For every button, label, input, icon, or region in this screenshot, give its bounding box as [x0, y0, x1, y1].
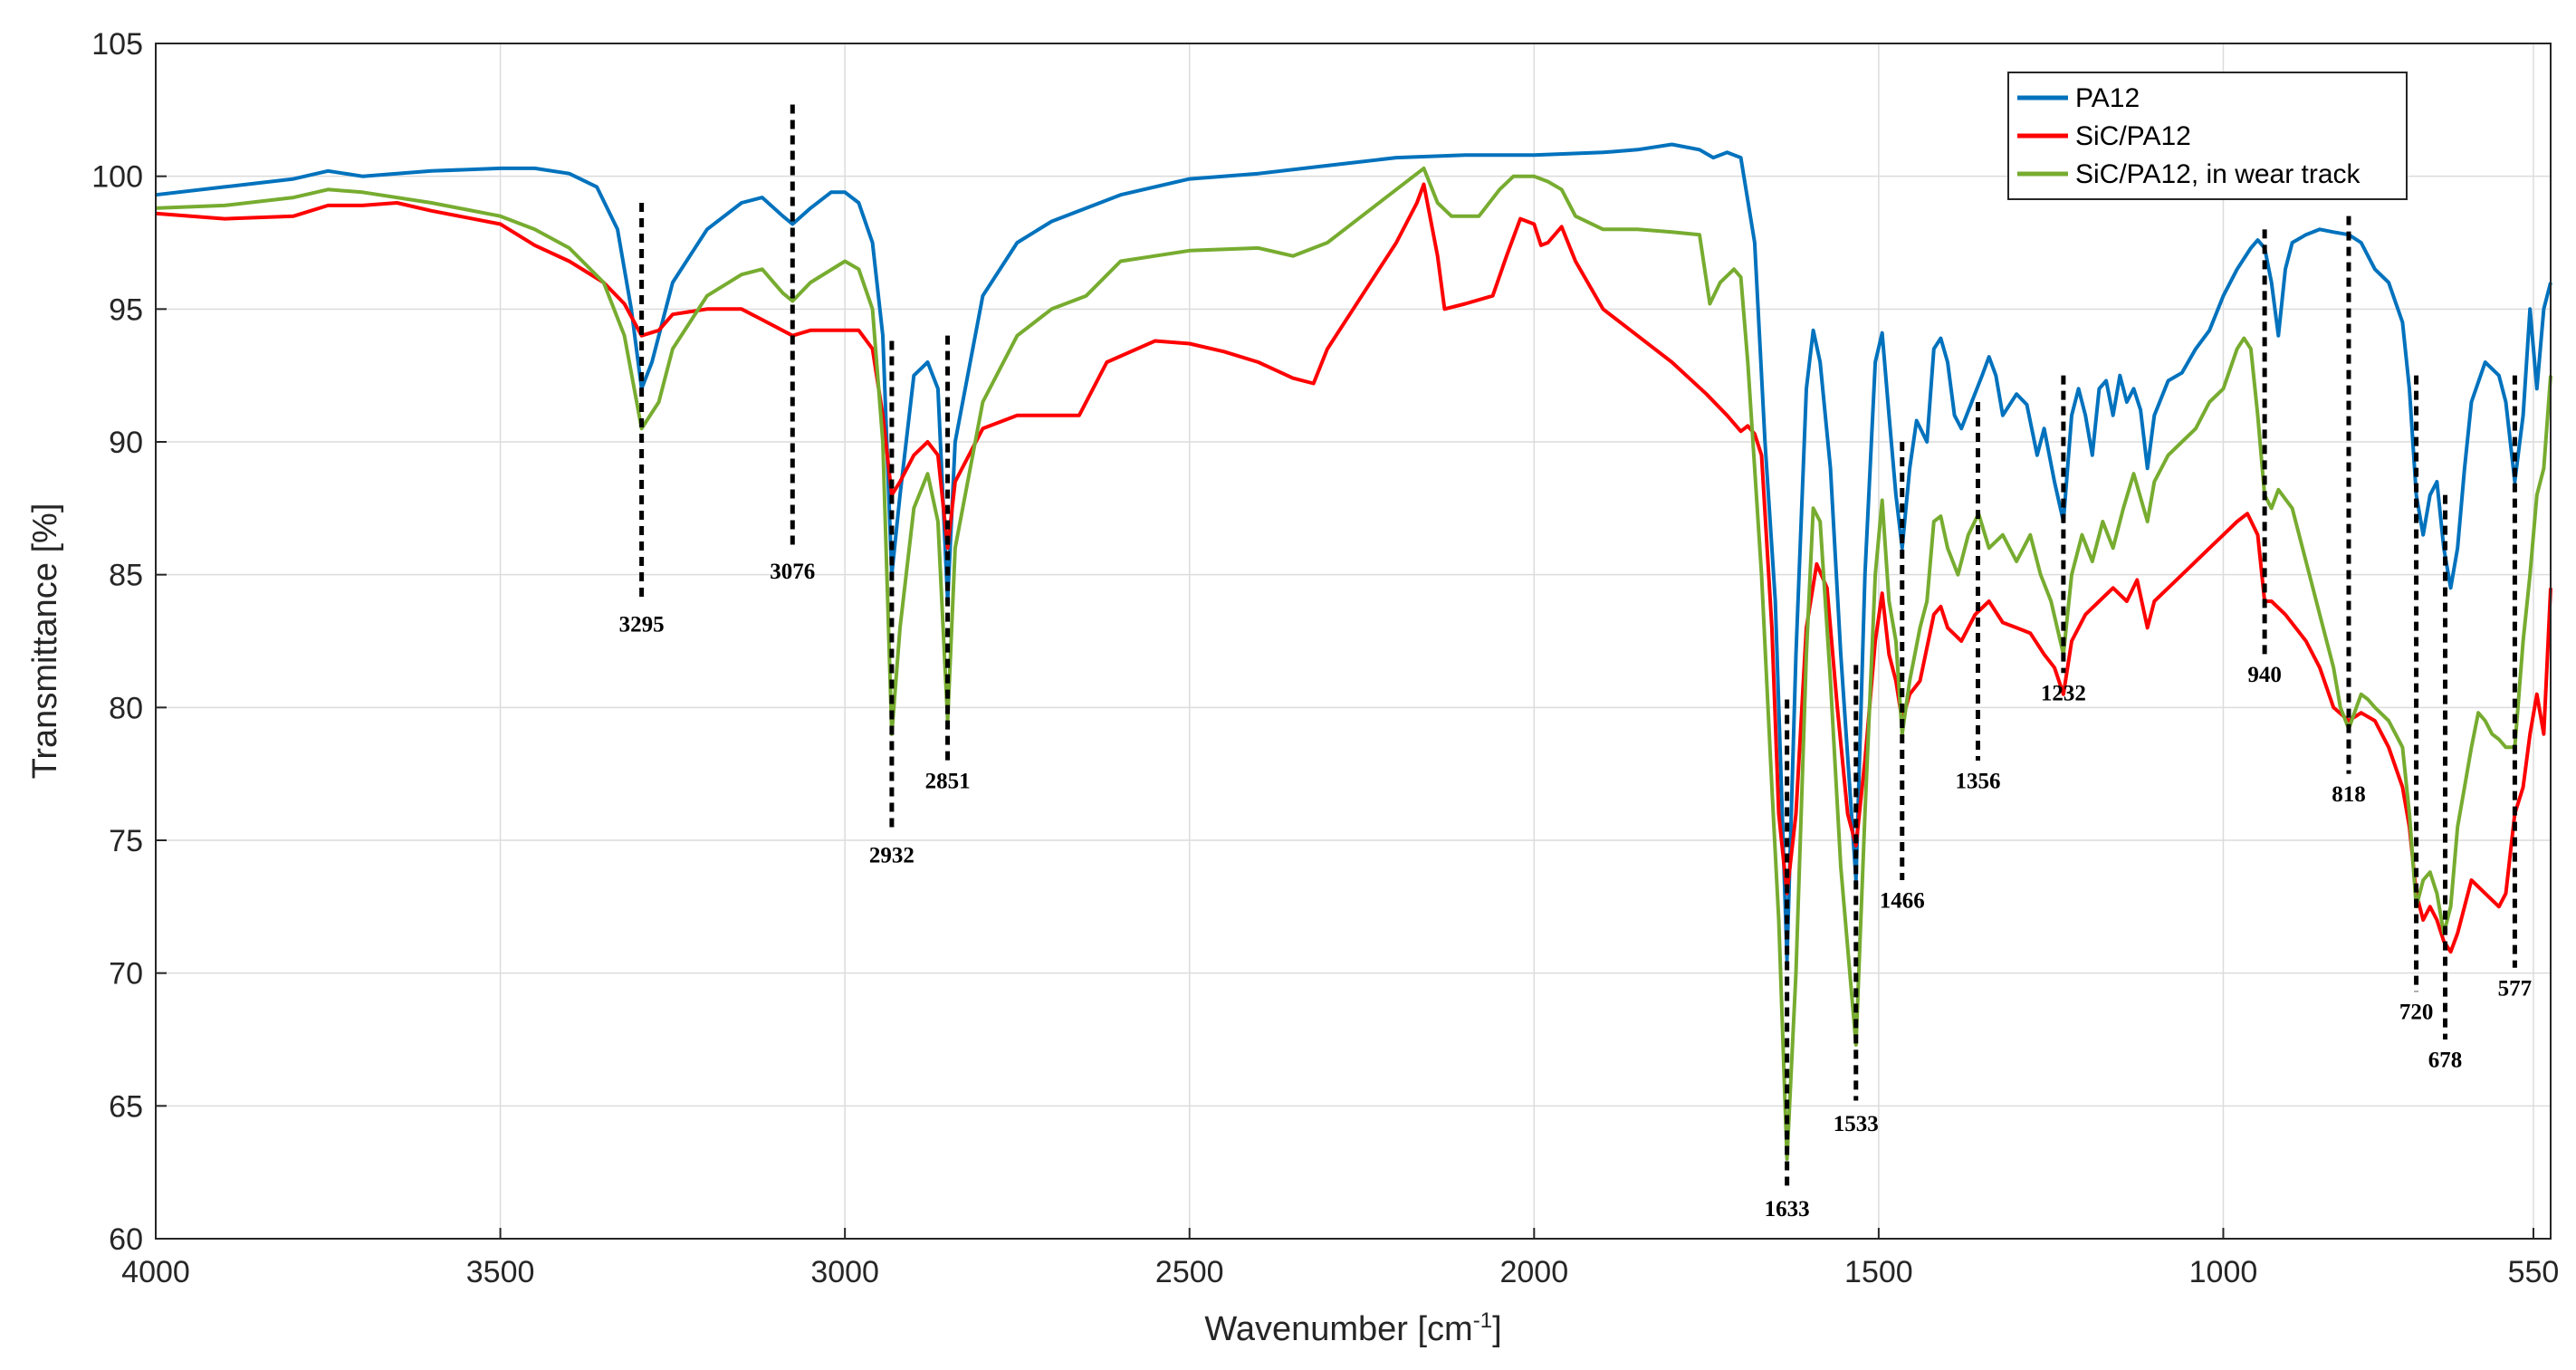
legend-box: [2007, 72, 2408, 200]
x-tick-label: 2000: [1499, 1255, 1568, 1289]
x-tick-label: 1000: [2189, 1255, 2258, 1289]
x-axis-title-sup: -1: [1473, 1308, 1492, 1333]
y-tick-label: 90: [109, 426, 143, 460]
peak-label: 720: [2399, 1001, 2434, 1025]
x-tick-label: 3000: [810, 1255, 879, 1289]
peak-label: 3295: [619, 612, 665, 637]
y-tick-label: 105: [91, 27, 143, 62]
y-tick-label: 65: [109, 1089, 143, 1124]
peak-markers: 3295 3076 2932 2851 1633 1533 1466 1356 1232 940 8…: [619, 104, 2533, 1222]
peak-label: 2851: [925, 770, 971, 794]
series-line-2: [155, 166, 2552, 1161]
legend: PA12 SiC/PA12 SiC/PA12, in wear track: [2007, 72, 2408, 200]
peak-label: 940: [2247, 663, 2282, 687]
x-axis-title-main: Wavenumber [cm: [1204, 1310, 1472, 1348]
series-line-0: [155, 142, 2552, 962]
x-tick-label: 2500: [1155, 1255, 1224, 1289]
x-tick-label: 3500: [466, 1255, 535, 1289]
legend-label: SiC/PA12: [2075, 121, 2191, 151]
y-tick-label: 75: [109, 824, 143, 858]
peak-label: 2932: [869, 844, 915, 868]
peak-label: 1466: [1880, 889, 1925, 914]
series-lines: [155, 142, 2552, 1161]
peak-label: 1356: [1955, 770, 2000, 794]
y-tick-label: 80: [109, 691, 143, 725]
peak-label: 1533: [1834, 1112, 1879, 1136]
x-axis-title: Wavenumber [cm-1]: [1204, 1308, 1501, 1348]
series-line-1: [155, 182, 2552, 954]
peak-label: 818: [2332, 782, 2366, 807]
x-tick-label: 1500: [1844, 1255, 1913, 1289]
x-axis-title-close: ]: [1492, 1310, 1502, 1348]
y-tick-label: 70: [109, 957, 143, 992]
peak-label: 1232: [2041, 682, 2086, 706]
peak-label: 1633: [1765, 1197, 1810, 1222]
x-tick-label: 4000: [121, 1255, 190, 1289]
peak-label: 3076: [770, 560, 815, 584]
y-axis-title: Transmittance [%]: [26, 503, 64, 780]
x-tick-label: 550: [2508, 1255, 2560, 1289]
legend-label: PA12: [2075, 83, 2140, 113]
y-tick-label: 85: [109, 559, 143, 593]
legend-label: SiC/PA12, in wear track: [2075, 159, 2361, 189]
plot-frame: [155, 43, 2552, 1240]
y-tick-label: 95: [109, 292, 143, 327]
axis-ticks: 4000 3500 3000 2500 2000 1500 1000 550 60 65 70 75 8…: [91, 27, 2559, 1289]
peak-label: 577: [2498, 976, 2533, 1001]
peak-label: 678: [2428, 1049, 2463, 1073]
y-tick-label: 60: [109, 1222, 143, 1257]
y-tick-label: 100: [91, 160, 143, 195]
